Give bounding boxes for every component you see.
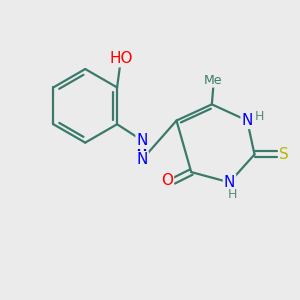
Text: N: N <box>136 152 148 167</box>
Text: N: N <box>242 113 253 128</box>
Text: N: N <box>224 175 235 190</box>
Text: H: H <box>254 110 264 123</box>
Text: N: N <box>136 133 148 148</box>
Text: Me: Me <box>204 74 223 87</box>
Text: HO: HO <box>110 51 133 66</box>
Text: O: O <box>161 173 173 188</box>
Text: S: S <box>279 147 289 162</box>
Text: H: H <box>228 188 237 201</box>
